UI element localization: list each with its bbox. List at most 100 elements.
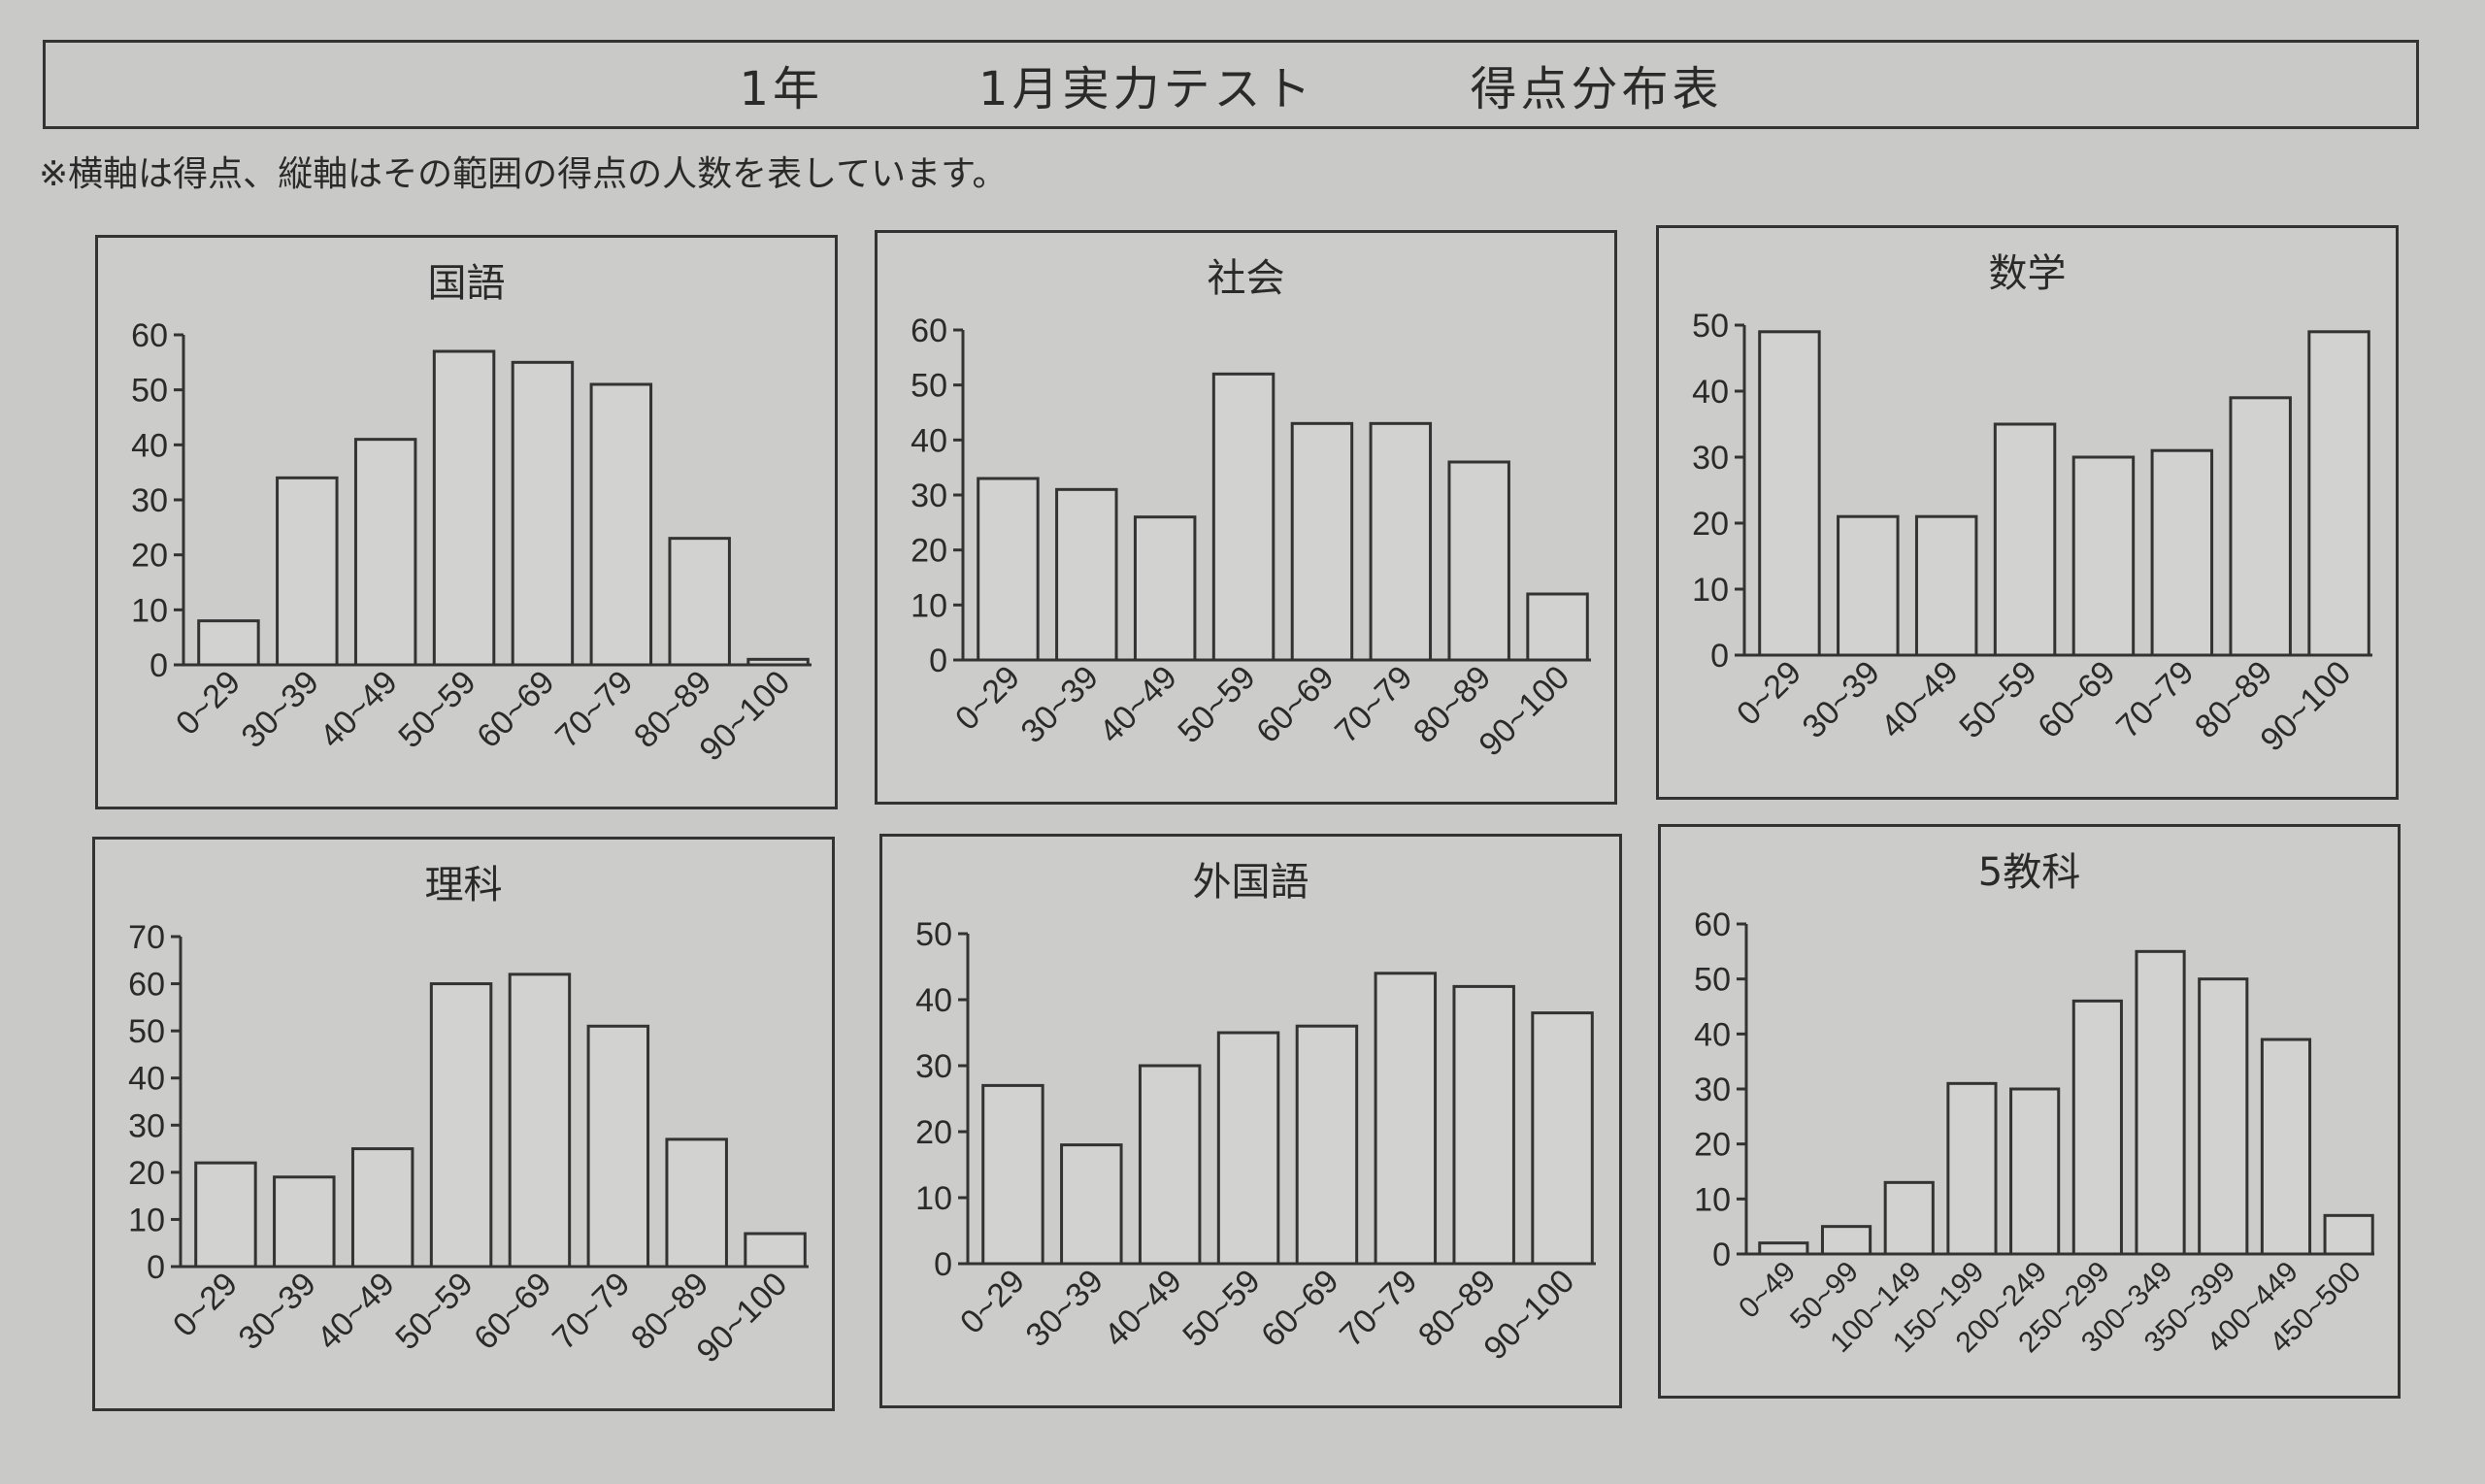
x-tick-label: 30~39: [1019, 1263, 1110, 1354]
x-tick-label: 60~69: [470, 664, 561, 755]
bar: [1993, 422, 2057, 657]
bar: [665, 1138, 728, 1269]
bar: [508, 973, 572, 1269]
y-tick-label: 0: [1710, 638, 1729, 675]
y-tick-label: 70: [128, 919, 165, 956]
bar: [1290, 421, 1354, 662]
chart-panel-five-subjects: 5教科 0 10 20 30 40 50 60 0~49 50~99 100~149 150~199…: [1658, 824, 2401, 1399]
bar: [2323, 1213, 2374, 1256]
y-tick-label: 10: [911, 587, 947, 624]
axis-note: ※横軸は得点、縦軸はその範囲の得点の人数を表しています。: [39, 154, 1008, 194]
y-tick-label: 30: [1692, 440, 1729, 477]
x-tick-label: 50~59: [388, 1266, 480, 1357]
bar: [2071, 455, 2136, 657]
bar: [746, 657, 810, 667]
chart-panel-foreign-language: 外国語 0 10 20 30 40 50 0~29 30~39 40~49 50~59 60~69 7…: [879, 834, 1622, 1408]
y-tick-label: 50: [1692, 308, 1729, 345]
y-tick-label: 60: [128, 967, 165, 1004]
y-tick-label: 20: [915, 1114, 952, 1151]
x-tick-label: 60~69: [1249, 659, 1341, 750]
chart-svg: 0102030405060700~2930~3940~4950~5960~697…: [128, 919, 809, 1370]
x-tick-label: 60~69: [467, 1266, 558, 1357]
y-tick-label: 10: [131, 592, 168, 629]
y-tick-label: 0: [1712, 1237, 1731, 1273]
bar: [2150, 448, 2214, 657]
y-tick-label: 50: [128, 1013, 165, 1050]
y-tick-label: 10: [128, 1202, 165, 1238]
bar: [350, 1147, 414, 1269]
bar: [194, 1161, 257, 1269]
bar: [1447, 460, 1510, 662]
x-tick-label: 30~39: [1796, 654, 1887, 745]
chart-panel-social: 社会 0 10 20 30 40 50 60 0~29 30~39 40~49 50~59 60~69…: [875, 230, 1617, 805]
bar: [511, 360, 575, 667]
chart-panel-japanese: 国語 0 10 20 30 40 50 60 0~29 30~39 40~49 50~59 60~69…: [95, 235, 838, 809]
y-tick-label: 20: [911, 533, 947, 570]
chart-title: 理科: [424, 863, 503, 907]
x-tick-label: 50~59: [1171, 659, 1262, 750]
bar: [273, 1175, 336, 1269]
bar: [981, 1083, 1044, 1266]
chart-svg: 01020304050600~4950~99100~149150~199200~…: [1694, 907, 2374, 1359]
x-tick-label: 50~59: [1176, 1263, 1267, 1354]
y-tick-label: 20: [1692, 506, 1729, 543]
y-tick-label: 40: [911, 422, 947, 459]
y-tick-label: 60: [911, 313, 947, 349]
bar: [197, 619, 260, 667]
bar: [589, 382, 653, 667]
bar: [2198, 977, 2249, 1256]
bar: [2071, 999, 2123, 1256]
bar: [1531, 1011, 1594, 1266]
bar: [1211, 372, 1276, 662]
x-tick-label: 40~49: [1092, 659, 1183, 750]
test-name: 1月実力テスト: [977, 62, 1315, 116]
y-tick-label: 60: [1694, 907, 1731, 943]
chart-svg: 010203040500~2930~3940~4950~5960~6970~79…: [1692, 308, 2372, 759]
y-tick-label: 40: [1694, 1016, 1731, 1053]
y-tick-label: 50: [915, 916, 952, 953]
x-tick-label: 40~49: [313, 664, 404, 755]
x-tick-label: 50~59: [391, 664, 482, 755]
bar: [1055, 487, 1118, 662]
bar: [1820, 1225, 1872, 1256]
x-tick-label: 70~79: [548, 664, 640, 755]
y-tick-label: 50: [1694, 962, 1731, 999]
bar: [1452, 984, 1515, 1266]
chart-svg: 010203040500~2930~3940~4950~5960~6970~79…: [915, 916, 1596, 1368]
chart-panel-science: 理科 0 10 20 30 40 50 60 70 0~29 30~39 40~49 50~59 60~…: [92, 837, 835, 1411]
chart-title: 外国語: [1192, 860, 1309, 905]
x-tick-label: 30~39: [1014, 659, 1106, 750]
y-tick-label: 30: [911, 478, 947, 514]
bar: [1374, 972, 1438, 1266]
bar: [1138, 1064, 1202, 1266]
bar: [1295, 1024, 1359, 1266]
bar: [353, 438, 417, 667]
y-tick-label: 0: [934, 1246, 952, 1283]
x-tick-label: 60~69: [1254, 1263, 1345, 1354]
bar: [977, 477, 1040, 662]
x-tick-label: 40~49: [310, 1266, 401, 1357]
bar: [1837, 514, 1900, 657]
y-tick-label: 40: [128, 1061, 165, 1098]
chart-svg: 01020304050600~2930~3940~4950~5960~6970~…: [911, 313, 1591, 764]
chart-svg: 01020304050600~2930~3940~4950~5960~6970~…: [131, 317, 812, 769]
x-tick-label: 70~79: [546, 1266, 637, 1357]
y-tick-label: 0: [929, 643, 947, 679]
bar: [1369, 421, 1433, 662]
page-title: 1年 1月実力テスト 得点分布表: [43, 40, 2419, 129]
y-tick-label: 30: [131, 482, 168, 519]
bar: [2135, 949, 2186, 1256]
x-tick-label: 60~69: [2031, 654, 2122, 745]
bar: [1914, 514, 1978, 657]
bar: [1758, 1241, 1809, 1256]
y-tick-label: 50: [131, 373, 168, 410]
x-tick-label: 40~49: [1097, 1263, 1188, 1354]
y-tick-label: 10: [915, 1180, 952, 1217]
grade-label: 1年: [739, 62, 823, 116]
y-tick-label: 50: [911, 368, 947, 405]
bar: [1216, 1031, 1280, 1266]
x-tick-label: 30~39: [235, 664, 326, 755]
bar: [429, 982, 493, 1269]
bar: [2260, 1038, 2312, 1256]
y-tick-label: 10: [1694, 1181, 1731, 1218]
